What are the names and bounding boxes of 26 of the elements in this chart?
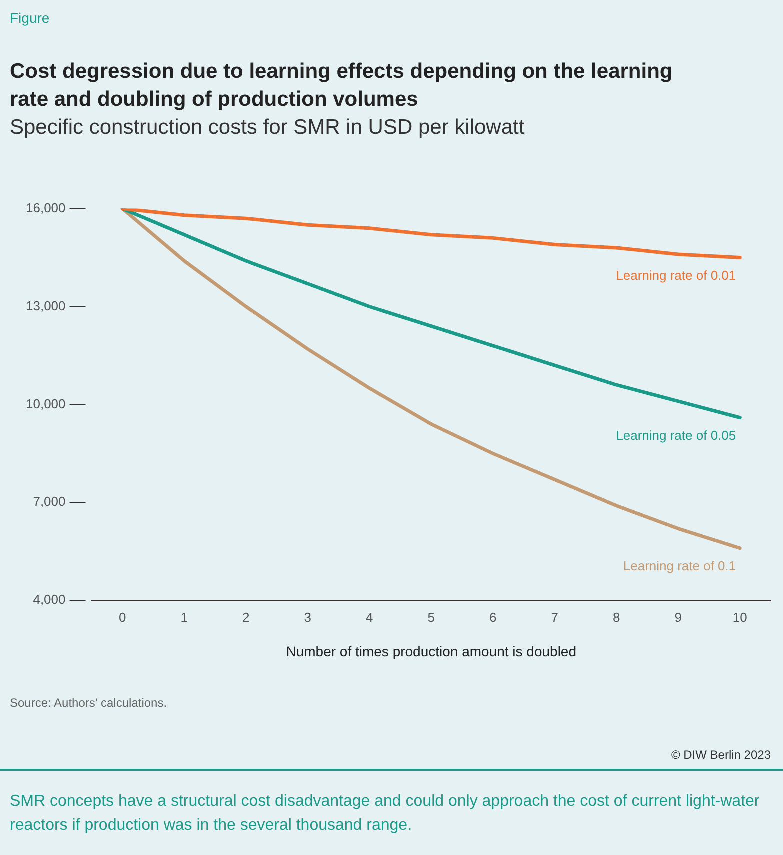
x-tick-label: 1 bbox=[180, 610, 188, 625]
x-tick-label: 7 bbox=[551, 610, 558, 625]
y-tick-label: 7,000 bbox=[33, 494, 66, 510]
series-label: Learning rate of 0.1 bbox=[623, 558, 736, 574]
chart-title: Cost degression due to learning effects depending on the learning rate and doubling of production volumes bbox=[10, 59, 674, 113]
chart-subtitle: Specific construction costs for SMR in USD per kilowatt bbox=[10, 116, 525, 140]
x-tick-label: 0 bbox=[119, 610, 126, 625]
x-tick-label: 4 bbox=[366, 610, 374, 625]
series-label: Learning rate of 0.01 bbox=[616, 268, 736, 283]
series-label: Learning rate of 0.05 bbox=[616, 428, 736, 443]
text: © DIW Berlin 2023 bbox=[671, 748, 771, 762]
y-tick-label: 16,000 bbox=[26, 200, 66, 216]
text: SMR concepts have a structural cost disadvantage and could only approach the cost of current light-water reactors if production was in the several thousand range. bbox=[10, 792, 761, 836]
y-tick-label: 10,000 bbox=[26, 396, 66, 412]
x-tick-label: 2 bbox=[242, 610, 250, 625]
x-tick-label: 3 bbox=[304, 610, 312, 625]
x-tick-label: 10 bbox=[732, 610, 748, 625]
x-tick-label: 6 bbox=[490, 610, 497, 625]
x-axis-title: Number of times production amount is doubled bbox=[286, 643, 577, 660]
x-tick-label: 8 bbox=[613, 610, 620, 625]
x-tick-label: 9 bbox=[674, 610, 682, 625]
x-tick-label: 5 bbox=[428, 610, 435, 625]
y-tick-label: 4,000 bbox=[33, 592, 66, 608]
source-note: Source: Authors' calculations. bbox=[10, 696, 168, 710]
y-tick-label: 13,000 bbox=[26, 298, 66, 314]
text: Figure bbox=[10, 10, 50, 26]
